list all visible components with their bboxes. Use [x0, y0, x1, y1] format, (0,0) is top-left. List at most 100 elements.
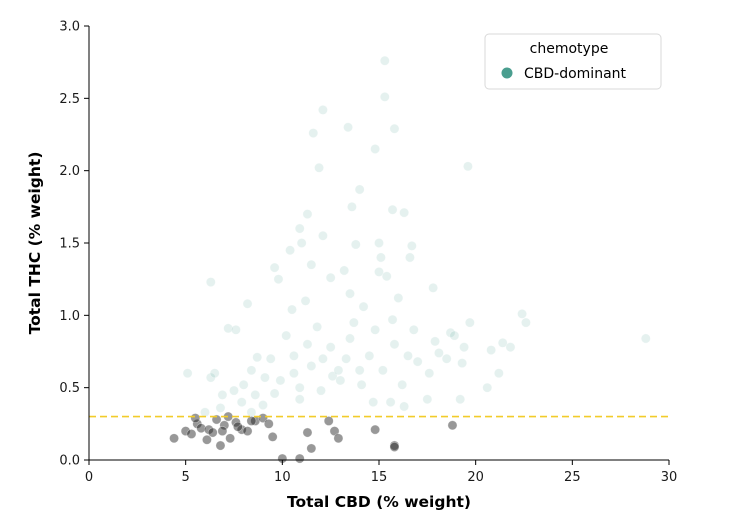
data-point [325, 272, 336, 283]
data-point [260, 372, 270, 383]
x-tick-label: 30 [661, 470, 678, 485]
data-point [381, 271, 392, 282]
data-point [441, 353, 452, 364]
data-point [358, 301, 369, 312]
data-point [406, 240, 417, 251]
data-point [302, 427, 313, 438]
data-point [389, 339, 400, 350]
data-point [399, 207, 410, 218]
data-point [356, 379, 367, 390]
data-point [370, 324, 381, 335]
data-point [517, 308, 527, 319]
data-point [263, 418, 274, 429]
data-point [325, 342, 336, 353]
data-point [387, 204, 398, 215]
data-point [246, 365, 257, 376]
y-tick-label: 1.5 [59, 237, 80, 252]
data-point [236, 397, 247, 408]
data-point [434, 348, 444, 358]
legend-title: chemotype [530, 41, 609, 57]
data-point [486, 345, 497, 355]
data-point [370, 424, 381, 435]
y-tick-label: 0.0 [59, 454, 80, 469]
data-point [180, 426, 191, 436]
data-point [370, 144, 381, 154]
data-point [217, 389, 228, 400]
data-point [223, 323, 234, 334]
data-point [397, 379, 408, 390]
data-point [374, 238, 384, 248]
data-point [464, 317, 475, 328]
data-point [231, 324, 241, 335]
data-point [265, 353, 276, 364]
data-point [202, 434, 212, 445]
data-point [215, 403, 226, 413]
data-point [318, 353, 328, 364]
data-point [169, 433, 179, 444]
data-point [521, 317, 531, 328]
x-tick-label: 15 [371, 470, 388, 485]
data-point [377, 365, 388, 376]
data-point [403, 350, 413, 361]
data-point [463, 161, 473, 172]
data-point [341, 353, 352, 364]
data-point [229, 385, 239, 396]
x-tick-label: 0 [85, 470, 93, 485]
data-point [354, 365, 365, 376]
legend-marker [501, 67, 513, 79]
data-point [316, 385, 326, 396]
data-point [374, 267, 384, 277]
data-point [412, 356, 423, 367]
data-point [368, 397, 379, 408]
data-point [505, 342, 516, 353]
x-tick-label: 25 [564, 470, 581, 485]
data-point [281, 330, 292, 341]
x-tick-label: 20 [467, 470, 484, 485]
data-point [376, 252, 386, 263]
data-point [424, 368, 435, 379]
y-axis-title: Total THC (% weight) [26, 152, 44, 335]
data-point [275, 375, 286, 386]
data-point [640, 333, 651, 344]
data-point [364, 350, 375, 361]
data-point [379, 91, 390, 102]
data-point [207, 427, 218, 438]
data-point [289, 368, 299, 379]
data-point [312, 322, 323, 332]
data-point [302, 209, 313, 219]
data-point [428, 282, 439, 293]
data-point [333, 365, 344, 376]
data-point [269, 262, 280, 273]
data-point [345, 333, 355, 344]
data-point [314, 162, 324, 173]
data-point [215, 440, 226, 451]
data-point [447, 420, 458, 431]
data-point [354, 184, 365, 195]
data-point [232, 421, 243, 432]
data-point [205, 277, 216, 287]
y-tick-label: 3.0 [59, 20, 80, 35]
x-tick-label: 10 [274, 470, 291, 485]
data-point [482, 382, 493, 393]
data-point [289, 350, 299, 361]
data-point [347, 201, 357, 212]
data-point [294, 382, 305, 393]
legend-box [484, 33, 662, 90]
data-point [449, 330, 460, 341]
data-point [242, 298, 253, 309]
data-point [389, 123, 400, 134]
data-point [219, 420, 230, 431]
data-point [389, 442, 400, 452]
data-point [246, 416, 257, 426]
data-point [497, 337, 508, 348]
data-point [306, 259, 317, 270]
y-tick-label: 2.5 [59, 92, 80, 107]
data-point [252, 352, 263, 363]
data-point [493, 368, 504, 379]
data-point [318, 105, 328, 115]
data-point [393, 293, 404, 303]
data-point [335, 375, 346, 386]
data-point [300, 295, 311, 306]
data-point [302, 339, 313, 350]
